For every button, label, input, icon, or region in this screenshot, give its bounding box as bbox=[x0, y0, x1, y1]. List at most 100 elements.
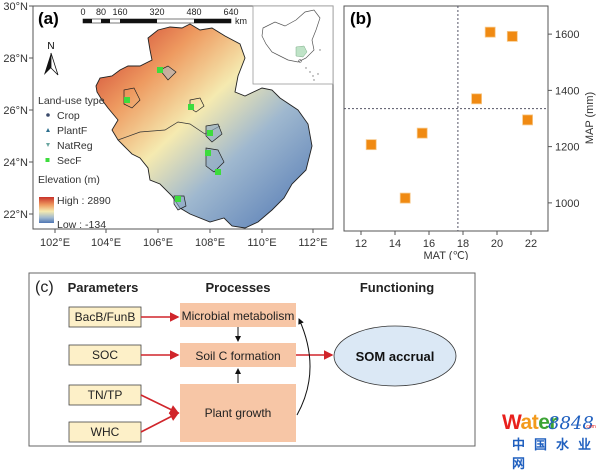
watermark-logo: Water bbox=[502, 411, 558, 435]
watermark-number: 8848 bbox=[548, 413, 594, 434]
header-functioning: Functioning bbox=[360, 280, 434, 295]
scale-tick: 640 bbox=[223, 7, 238, 17]
legend-item-secf: SecF bbox=[57, 155, 82, 167]
scatter-chart: (b) 12 14 16 18 20 22 1000 1200 1400 1600 MAT (℃… bbox=[343, 5, 596, 260]
param-label: WHC bbox=[91, 425, 120, 439]
inset-china-map bbox=[252, 5, 334, 85]
scale-tick: 160 bbox=[112, 7, 127, 17]
reference-lines bbox=[344, 6, 548, 231]
watermark-com: .com bbox=[585, 424, 596, 430]
plantf-legend-icon bbox=[46, 128, 50, 132]
scale-tick: 80 bbox=[96, 7, 106, 17]
crop-legend-icon bbox=[46, 113, 50, 117]
x-tick-label: 18 bbox=[457, 238, 469, 250]
scale-bar: 0 80 160 320 480 640 km bbox=[80, 7, 247, 26]
x-tick-label: 14 bbox=[389, 238, 401, 250]
secf-legend-icon bbox=[45, 158, 50, 162]
x-tick-label: 20 bbox=[491, 238, 503, 250]
lon-tick-label: 110°E bbox=[247, 237, 276, 249]
x-tick-label: 16 bbox=[423, 238, 435, 250]
svg-text:N: N bbox=[47, 41, 54, 52]
lat-tick-label: 28°N bbox=[3, 53, 28, 65]
panel-c-label: (c) bbox=[35, 279, 54, 296]
data-points bbox=[365, 26, 534, 204]
header-processes: Processes bbox=[205, 280, 270, 295]
data-point bbox=[484, 26, 496, 38]
watermark-er: er bbox=[538, 411, 558, 434]
process-label: Soil C formation bbox=[195, 349, 280, 363]
outcome-label: SOM accrual bbox=[356, 349, 435, 364]
panel-b-label: (b) bbox=[350, 9, 372, 28]
lon-tick-label: 104°E bbox=[91, 237, 121, 249]
x-axis-label: MAT (℃) bbox=[424, 250, 469, 260]
data-point bbox=[416, 127, 428, 139]
lat-tick-label: 22°N bbox=[3, 209, 28, 221]
lon-tick-label: 106°E bbox=[143, 237, 173, 249]
header-parameters: Parameters bbox=[68, 280, 139, 295]
site-marker bbox=[207, 130, 213, 136]
x-axis: 12 14 16 18 20 22 bbox=[355, 231, 537, 250]
param-label: BacB/FunB bbox=[75, 310, 136, 324]
legend-item-plantf: PlantF bbox=[57, 125, 87, 137]
elevation-high-label: High : 2890 bbox=[57, 195, 111, 207]
lon-tick-label: 108°E bbox=[195, 237, 225, 249]
x-tick-label: 22 bbox=[525, 238, 537, 250]
latitude-axis: 30°N 28°N 26°N 24°N 22°N bbox=[3, 1, 33, 221]
lon-tick-label: 102°E bbox=[40, 237, 70, 249]
scale-tick: 480 bbox=[186, 7, 201, 17]
study-area-map bbox=[95, 23, 313, 229]
lat-tick-label: 26°N bbox=[3, 105, 28, 117]
process-box-microbial-metabolism bbox=[180, 303, 296, 327]
arrow-tntp-to-plant bbox=[140, 394, 180, 414]
param-label: TN/TP bbox=[88, 388, 123, 402]
site-marker bbox=[124, 97, 130, 103]
legend-item-natreg: NatReg bbox=[57, 140, 93, 152]
param-label: SOC bbox=[92, 348, 118, 362]
lon-tick-label: 112°E bbox=[298, 237, 327, 249]
y-tick-label: 1400 bbox=[555, 85, 579, 97]
natreg-legend-icon bbox=[46, 143, 50, 147]
y-axis: 1000 1200 1400 1600 bbox=[548, 29, 579, 210]
arrow-whc-to-plant bbox=[140, 412, 180, 433]
process-diagram: (c) Parameters Processes Functioning Bac… bbox=[28, 272, 476, 447]
watermark-chinese: 中国水业网 bbox=[512, 437, 600, 471]
x-tick-label: 12 bbox=[355, 238, 367, 250]
process-label: Microbial metabolism bbox=[182, 309, 295, 323]
watermark-at: at bbox=[520, 411, 539, 434]
process-box-soil-c-formation bbox=[180, 343, 296, 367]
data-point bbox=[399, 192, 411, 204]
map-legend: Land-use type Crop PlantF NatReg SecF El… bbox=[38, 95, 111, 231]
scatter-frame bbox=[343, 5, 549, 232]
site-marker bbox=[215, 169, 221, 175]
outcome-ellipse bbox=[333, 325, 457, 387]
data-point bbox=[365, 139, 377, 151]
data-point bbox=[471, 93, 483, 105]
scale-tick: 320 bbox=[149, 7, 164, 17]
map-panel: 30°N 28°N 26°N 24°N 22°N 102°E 104°E 106… bbox=[3, 1, 334, 249]
elevation-low-label: Low : -134 bbox=[57, 219, 106, 231]
data-point bbox=[522, 114, 534, 126]
site-markers bbox=[124, 67, 221, 202]
site-marker bbox=[205, 150, 211, 156]
scale-tick: 0 bbox=[80, 7, 85, 17]
data-point bbox=[506, 30, 518, 42]
process-label: Plant growth bbox=[205, 406, 272, 420]
north-arrow-icon: N bbox=[44, 41, 59, 76]
y-tick-label: 1200 bbox=[555, 142, 579, 154]
elevation-legend-title: Elevation (m) bbox=[38, 174, 100, 186]
y-tick-label: 1600 bbox=[555, 29, 579, 41]
elevation-color-ramp bbox=[39, 197, 54, 223]
legend-item-crop: Crop bbox=[57, 110, 80, 122]
process-box-plant-growth bbox=[180, 384, 296, 442]
lat-tick-label: 24°N bbox=[3, 157, 28, 169]
y-tick-label: 1000 bbox=[555, 198, 579, 210]
y-axis-label: MAP (mm) bbox=[584, 92, 596, 144]
panel-a-label: (a) bbox=[38, 9, 59, 28]
longitude-axis: 102°E 104°E 106°E 108°E 110°E 112°E bbox=[40, 229, 328, 249]
site-marker bbox=[157, 67, 163, 73]
site-marker bbox=[188, 104, 194, 110]
arrow-plant-to-microbial bbox=[296, 318, 311, 416]
site-marker bbox=[175, 196, 181, 202]
lat-tick-label: 30°N bbox=[3, 1, 28, 13]
watermark-w: W bbox=[502, 411, 521, 434]
